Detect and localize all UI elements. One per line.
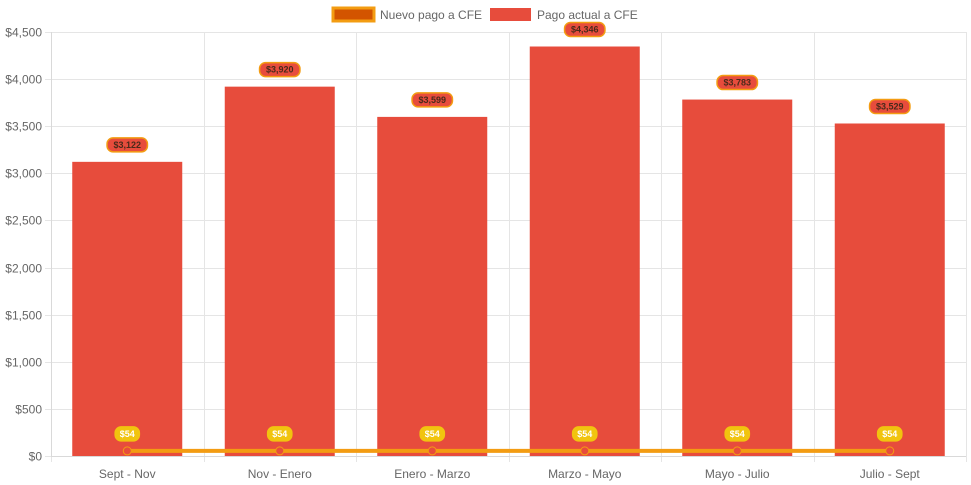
bar-data-label: $4,346	[563, 21, 606, 38]
legend: Nuevo pago a CFE Pago actual a CFE	[331, 6, 638, 23]
bar-data-label-text: $3,599	[418, 95, 446, 105]
line-point	[275, 446, 285, 456]
legend-label-line: Nuevo pago a CFE	[380, 8, 482, 22]
x-tick-label: Sept - Nov	[99, 467, 156, 481]
line-data-label-bg	[571, 426, 598, 442]
line-point	[122, 446, 132, 456]
x-axis: Sept - Nov Nov - Enero Enero - Marzo Marzo …	[51, 456, 966, 481]
y-tick-label: $0	[29, 450, 43, 464]
bar-data-label: $3,529	[868, 98, 911, 115]
bar	[72, 161, 183, 456]
line-point	[580, 446, 590, 456]
line-data-label-text: $54	[272, 429, 287, 439]
legend-item-line[interactable]: Nuevo pago a CFE	[331, 6, 482, 23]
line-data-label: $54	[571, 426, 598, 442]
line-series	[122, 446, 895, 456]
bar-data-label-bg	[716, 74, 759, 91]
data-labels: $3,122 $3,920 $3,599 $4,346 $3,783 $3,529 $54 $…	[106, 21, 911, 442]
legend-label-bar: Pago actual a CFE	[537, 8, 638, 22]
bar-data-label: $3,783	[716, 74, 759, 91]
line-data-label-bg	[419, 426, 446, 442]
y-tick-label: $4,000	[5, 73, 42, 87]
line-data-label-bg	[724, 426, 751, 442]
line-data-label-bg	[876, 426, 903, 442]
x-tick-label: Mayo - Julio	[705, 467, 770, 481]
line-data-label-text: $54	[577, 429, 592, 439]
line-data-label-bg	[266, 426, 293, 442]
y-tick-label: $4,500	[5, 26, 42, 40]
bar-data-label-bg	[868, 98, 911, 115]
line-point	[427, 446, 437, 456]
bar	[834, 123, 945, 456]
y-tick-label: $1,000	[5, 356, 42, 370]
y-tick-label: $1,500	[5, 309, 42, 323]
bar-data-label-text: $4,346	[571, 25, 599, 35]
line-data-label-text: $54	[730, 429, 745, 439]
line-data-label-text: $54	[120, 429, 135, 439]
bar-data-label-text: $3,783	[723, 78, 751, 88]
y-tick-label: $2,000	[5, 262, 42, 276]
bar-data-label-bg	[411, 92, 454, 108]
y-tick-label: $3,000	[5, 167, 42, 181]
bar-data-label-bg	[106, 137, 149, 153]
bar	[682, 99, 793, 456]
bar-data-label-text: $3,122	[113, 140, 141, 150]
bar	[377, 116, 488, 456]
bar	[529, 46, 640, 456]
bar	[224, 86, 335, 456]
line-data-label: $54	[419, 426, 446, 442]
y-tick-label: $2,500	[5, 214, 42, 228]
bar-series	[72, 46, 945, 456]
line-data-label-text: $54	[882, 429, 897, 439]
bar-data-label-text: $3,529	[876, 101, 904, 111]
line-data-label: $54	[724, 426, 751, 442]
line-data-label: $54	[114, 426, 141, 442]
line-data-label-bg	[114, 426, 141, 442]
line-data-label-text: $54	[425, 429, 440, 439]
y-axis: $0 $500 $1,000 $1,500 $2,000 $2,500 $3,000 $3,5…	[5, 26, 52, 464]
legend-item-bar[interactable]: Pago actual a CFE	[490, 8, 638, 22]
grid	[45, 32, 967, 462]
legend-swatch-bar	[490, 8, 531, 21]
line-point	[732, 446, 742, 456]
bar-data-label: $3,122	[106, 137, 149, 153]
x-tick-label: Nov - Enero	[248, 467, 312, 481]
line-data-label: $54	[266, 426, 293, 442]
y-tick-label: $3,500	[5, 120, 42, 134]
y-tick-label: $500	[15, 403, 42, 417]
x-tick-label: Marzo - Mayo	[548, 467, 622, 481]
x-tick-label: Julio - Sept	[860, 467, 921, 481]
bar-data-label: $3,599	[411, 92, 454, 108]
legend-swatch-line	[331, 6, 376, 23]
bar-data-label: $3,920	[258, 61, 301, 78]
bar-data-label-bg	[563, 21, 606, 38]
line-point	[885, 446, 895, 456]
line-data-label: $54	[876, 426, 903, 442]
bar-data-label-bg	[258, 61, 301, 78]
bar-data-label-text: $3,920	[266, 65, 294, 75]
x-tick-label: Enero - Marzo	[394, 467, 470, 481]
